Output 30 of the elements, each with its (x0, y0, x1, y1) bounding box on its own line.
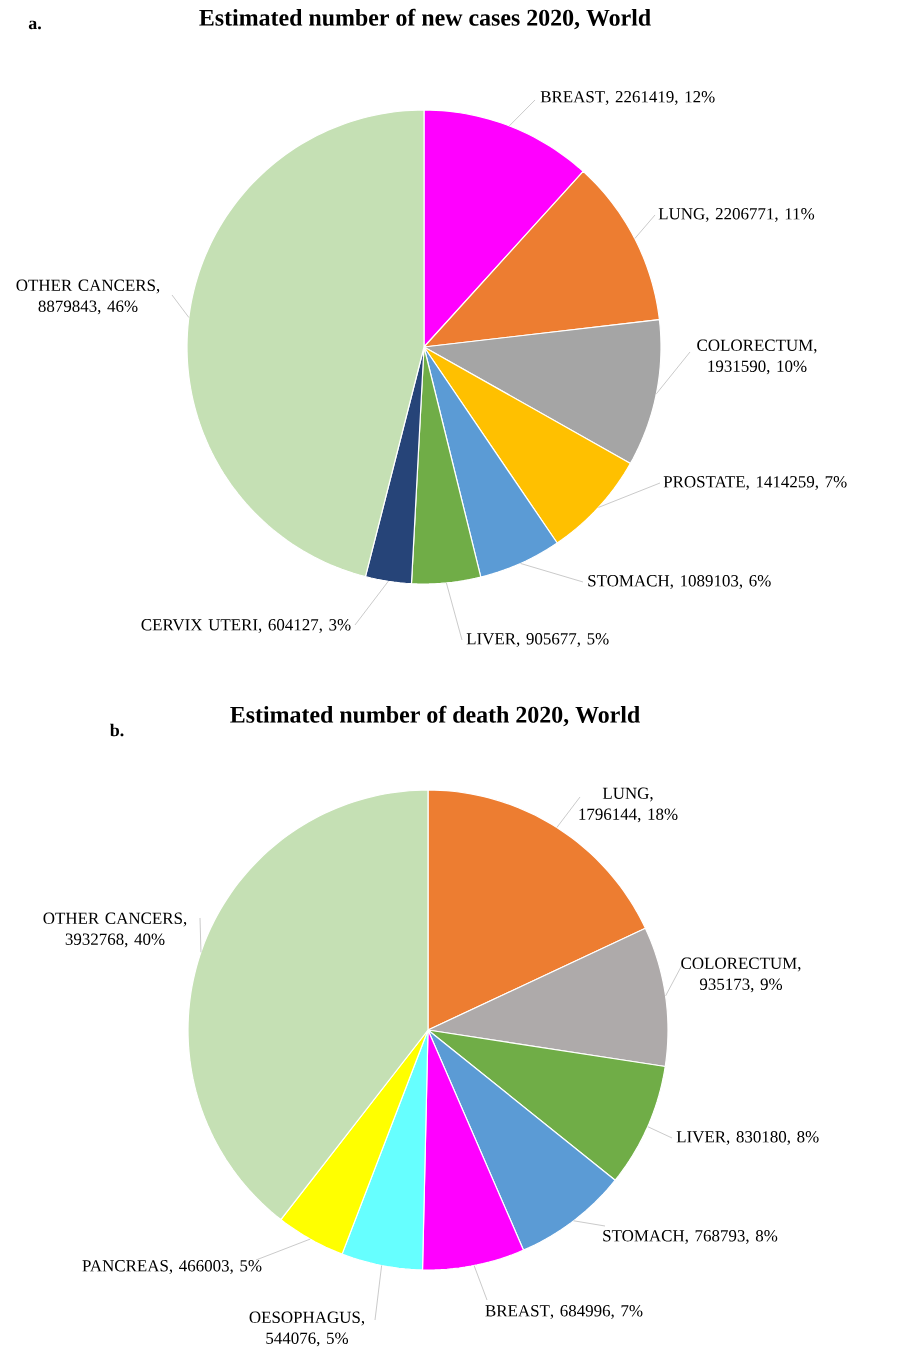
slice-label: LUNG (602, 787, 649, 800)
slice-label: OESOPHAGUS (249, 1311, 360, 1324)
text: a. (28, 20, 41, 30)
slice-label: OTHER CANCERS (16, 279, 155, 291)
text: b. (110, 723, 124, 737)
data-label: , 2206771, 11% (705, 208, 815, 222)
slice-label: LUNG (658, 208, 705, 220)
slice-label: OTHER CANCERS (43, 912, 182, 925)
slice-label: PROSTATE (663, 476, 745, 488)
slice-label: BREAST (485, 1305, 550, 1317)
data-label: , 2261419, 12% (605, 91, 715, 105)
data-label: , 905677, 5% (516, 633, 609, 647)
data-label: , 466003, 5% (169, 1260, 262, 1274)
data-label: , 604127, 3% (258, 619, 351, 633)
slice-label: LIVER (466, 633, 517, 645)
slice-label: BREAST (540, 91, 605, 103)
slice-label: COLORECTUM (697, 339, 813, 351)
slice-label: PANCREAS (82, 1260, 168, 1272)
data-label: , 830180, 8% (726, 1131, 819, 1145)
slice-label: COLORECTUM (681, 957, 797, 970)
slice-label: STOMACH (588, 575, 670, 587)
data-label: , 768793, 8% (685, 1230, 778, 1244)
data-label: , 684996, 7% (550, 1305, 643, 1319)
chart-title: Estimated number of death 2020, World (230, 705, 640, 727)
data-label: , 1089103, 6% (670, 575, 771, 589)
data-label: , 1414259, 7% (746, 476, 847, 490)
chart-title: Estimated number of new cases 2020, World (199, 8, 651, 30)
slice-label: STOMACH (603, 1230, 685, 1242)
slice-label: CERVIX UTERI (141, 619, 258, 631)
slice-label: LIVER (676, 1131, 727, 1143)
